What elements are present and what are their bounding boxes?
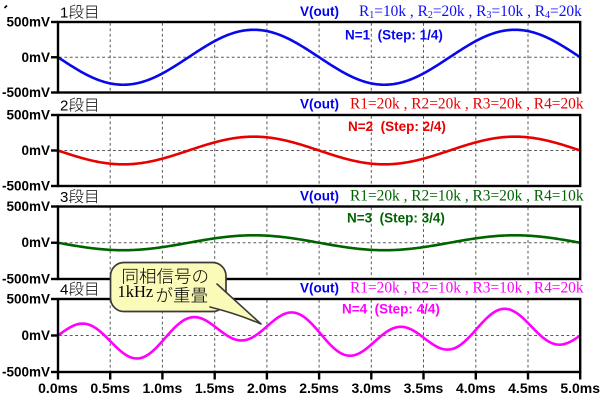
svg-text:1: 1 [60,5,68,22]
svg-text:0mV: 0mV [21,50,50,65]
svg-text:R1=20k , R2=20k , R3=20k , R4=: R1=20k , R2=20k , R3=20k , R4=20k [350,96,584,113]
svg-text:-500mV: -500mV [2,365,50,380]
svg-text:0mV: 0mV [21,235,50,250]
svg-text:500mV: 500mV [6,15,50,30]
svg-text:V(out): V(out) [300,97,339,112]
svg-text:V(out): V(out) [300,281,339,296]
svg-text:500mV: 500mV [6,292,50,307]
svg-text:0.5ms: 0.5ms [90,380,130,396]
svg-text:3.5ms: 3.5ms [404,380,444,396]
svg-text:1.5ms: 1.5ms [195,380,235,396]
svg-text:2.0ms: 2.0ms [247,380,287,396]
svg-text:R1=20k , R2=10k , R3=20k , R4=: R1=20k , R2=10k , R3=20k , R4=10k [350,188,584,205]
svg-text:4.5ms: 4.5ms [508,380,548,396]
svg-text:-500mV: -500mV [2,272,50,287]
svg-text:N=3 (Step: 3/4): N=3 (Step: 3/4) [347,211,445,226]
svg-text:0mV: 0mV [21,143,50,158]
svg-text:1kHz: 1kHz [118,282,154,301]
svg-text:4.0ms: 4.0ms [456,380,496,396]
svg-text:N=1 (Step: 1/4): N=1 (Step: 1/4) [345,28,443,43]
svg-text:2.5ms: 2.5ms [299,380,339,396]
svg-text:3.0ms: 3.0ms [351,380,391,396]
svg-text:500mV: 500mV [6,199,50,214]
svg-text:V(out): V(out) [300,189,339,204]
svg-text:R1=20k , R2=10k , R3=10k , R4=: R1=20k , R2=10k , R3=10k , R4=20k [350,280,584,297]
svg-text:3: 3 [60,189,68,206]
svg-text:V(out): V(out) [300,4,339,19]
svg-text:N=2 (Step: 2/4): N=2 (Step: 2/4) [348,119,446,134]
svg-text:500mV: 500mV [6,108,50,123]
svg-text:-500mV: -500mV [2,85,50,100]
svg-text:R1=10k , R2=20k , R3=10k , R4=: R1=10k , R2=20k , R3=10k , R4=20k [359,3,582,21]
svg-text:0mV: 0mV [21,328,50,343]
svg-text:N=4 (Step: 4/4): N=4 (Step: 4/4) [342,302,440,317]
svg-text:1.0ms: 1.0ms [143,380,183,396]
svg-text:-500mV: -500mV [2,179,50,194]
svg-text:0.0ms: 0.0ms [38,380,78,396]
svg-text:4: 4 [60,282,68,299]
svg-text:5.0ms: 5.0ms [560,380,600,396]
svg-text:2: 2 [60,98,68,115]
